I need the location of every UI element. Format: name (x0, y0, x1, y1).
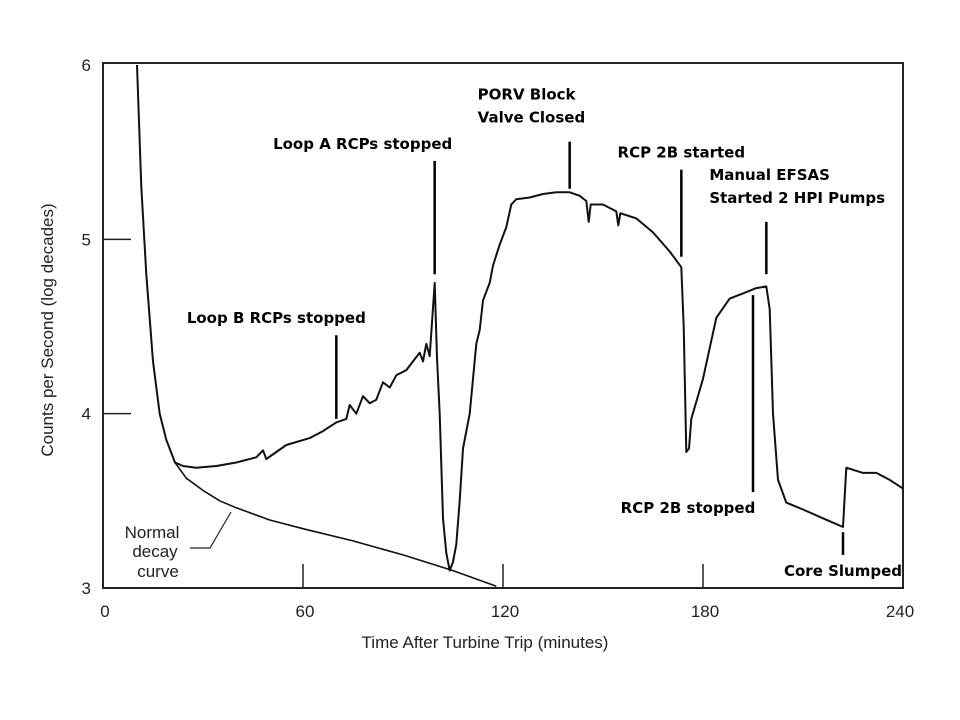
x-tick-label: 60 (296, 602, 315, 621)
normal-decay-label-3: curve (137, 562, 179, 581)
x-tick-label: 0 (100, 602, 109, 621)
annotation-label: Core Slumped (784, 562, 902, 580)
annotation-label: PORV Block (478, 86, 577, 104)
normal-decay-label-1: Normal (125, 523, 180, 542)
y-tick-label: 3 (82, 579, 91, 598)
x-tick-label: 240 (886, 602, 914, 621)
y-axis-title: Counts per Second (log decades) (38, 203, 57, 456)
count-rate-line (136, 64, 904, 572)
y-tick-label: 6 (82, 56, 91, 75)
normal-decay-leader (190, 511, 232, 549)
x-axis-title: Time After Turbine Trip (minutes) (362, 633, 609, 652)
annotation-label: Loop A RCPs stopped (273, 135, 452, 153)
annotation-label: Loop B RCPs stopped (187, 309, 366, 327)
x-tick-label: 180 (691, 602, 719, 621)
y-tick-label: 4 (82, 405, 91, 424)
annotation-label-line2: Valve Closed (478, 109, 586, 127)
annotation-label-line2: Started 2 HPI Pumps (709, 189, 885, 207)
normal-decay-label-2: decay (132, 542, 178, 561)
normal-decay-line (174, 462, 497, 588)
y-tick-label: 5 (82, 230, 91, 249)
annotation-label: RCP 2B started (618, 144, 746, 162)
annotation-label: RCP 2B stopped (621, 499, 756, 517)
x-tick-label: 120 (491, 602, 519, 621)
annotation-label: Manual EFSAS (709, 166, 830, 184)
